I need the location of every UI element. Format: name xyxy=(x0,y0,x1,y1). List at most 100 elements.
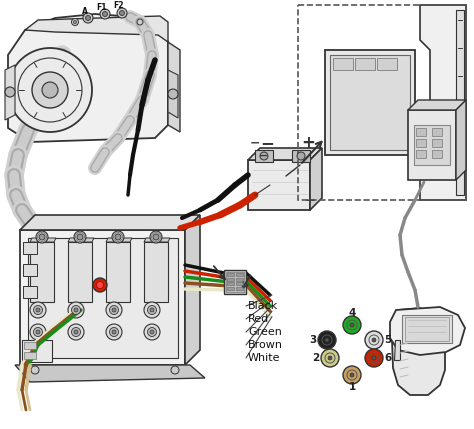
Circle shape xyxy=(74,308,78,312)
Bar xyxy=(224,270,246,294)
Circle shape xyxy=(147,327,156,336)
Circle shape xyxy=(8,48,92,132)
Circle shape xyxy=(74,231,86,243)
Circle shape xyxy=(325,338,329,342)
Circle shape xyxy=(150,231,162,243)
Bar xyxy=(227,278,234,281)
Polygon shape xyxy=(5,65,15,120)
Bar xyxy=(28,238,178,358)
Circle shape xyxy=(5,87,15,97)
Bar xyxy=(416,128,426,136)
Bar xyxy=(255,150,273,162)
Circle shape xyxy=(150,330,154,334)
Circle shape xyxy=(36,330,40,334)
Polygon shape xyxy=(394,340,400,360)
Text: 3: 3 xyxy=(310,335,317,345)
Circle shape xyxy=(328,356,332,360)
Bar xyxy=(402,315,452,343)
Circle shape xyxy=(106,324,122,340)
Bar xyxy=(333,58,353,70)
Polygon shape xyxy=(185,215,200,365)
Circle shape xyxy=(68,324,84,340)
Circle shape xyxy=(119,10,125,15)
Circle shape xyxy=(74,330,78,334)
Circle shape xyxy=(144,324,160,340)
Text: −: − xyxy=(259,151,269,161)
Bar xyxy=(298,5,466,200)
Polygon shape xyxy=(25,16,168,42)
Text: Black: Black xyxy=(248,301,278,311)
Circle shape xyxy=(112,308,116,312)
Circle shape xyxy=(72,305,81,314)
Polygon shape xyxy=(8,14,168,142)
Circle shape xyxy=(42,82,58,98)
Circle shape xyxy=(112,231,124,243)
Bar xyxy=(405,317,449,341)
Circle shape xyxy=(30,324,46,340)
Bar xyxy=(456,10,464,195)
Polygon shape xyxy=(408,100,466,110)
Circle shape xyxy=(36,308,40,312)
Circle shape xyxy=(106,302,122,318)
Text: +: + xyxy=(301,134,315,152)
Text: −: − xyxy=(260,134,274,152)
Bar xyxy=(432,128,442,136)
Circle shape xyxy=(350,373,354,377)
Polygon shape xyxy=(20,215,200,230)
Text: 5: 5 xyxy=(384,335,392,345)
Text: White: White xyxy=(248,353,281,363)
Bar xyxy=(106,242,130,302)
Bar xyxy=(23,264,37,276)
Circle shape xyxy=(30,302,46,318)
Polygon shape xyxy=(106,238,132,242)
Circle shape xyxy=(365,349,383,367)
Text: Brown: Brown xyxy=(248,340,283,350)
Circle shape xyxy=(34,327,43,336)
Circle shape xyxy=(72,18,79,25)
Bar xyxy=(414,125,450,165)
Bar xyxy=(227,282,234,285)
Circle shape xyxy=(365,331,383,349)
Bar xyxy=(292,150,310,162)
Bar xyxy=(227,287,234,290)
Text: 6: 6 xyxy=(384,353,392,363)
Bar xyxy=(22,340,52,362)
Text: Green: Green xyxy=(248,327,282,337)
Text: 1: 1 xyxy=(348,382,356,392)
Bar xyxy=(432,150,442,158)
Bar xyxy=(236,282,243,285)
Bar xyxy=(227,273,234,276)
Circle shape xyxy=(372,356,376,360)
Circle shape xyxy=(85,15,91,21)
Bar xyxy=(30,242,54,302)
Bar xyxy=(24,342,36,349)
Circle shape xyxy=(343,366,361,384)
Text: F2: F2 xyxy=(114,1,124,10)
Text: 4: 4 xyxy=(348,308,356,318)
Circle shape xyxy=(318,331,336,349)
Polygon shape xyxy=(68,238,94,242)
Polygon shape xyxy=(392,308,445,395)
Text: A: A xyxy=(82,6,88,15)
Bar xyxy=(226,272,244,292)
Circle shape xyxy=(150,308,154,312)
Polygon shape xyxy=(30,238,56,242)
Circle shape xyxy=(39,234,45,240)
Circle shape xyxy=(112,330,116,334)
Circle shape xyxy=(97,281,103,288)
Circle shape xyxy=(297,152,305,160)
Text: F1: F1 xyxy=(97,3,107,12)
Bar xyxy=(23,242,37,254)
Circle shape xyxy=(72,327,81,336)
Circle shape xyxy=(343,316,361,334)
Circle shape xyxy=(350,323,354,327)
Circle shape xyxy=(171,366,179,374)
Circle shape xyxy=(36,231,48,243)
Circle shape xyxy=(102,12,108,16)
Bar xyxy=(355,58,375,70)
Circle shape xyxy=(260,152,268,160)
Circle shape xyxy=(77,234,83,240)
Circle shape xyxy=(144,302,160,318)
Text: −: − xyxy=(250,136,260,149)
Circle shape xyxy=(83,13,93,23)
